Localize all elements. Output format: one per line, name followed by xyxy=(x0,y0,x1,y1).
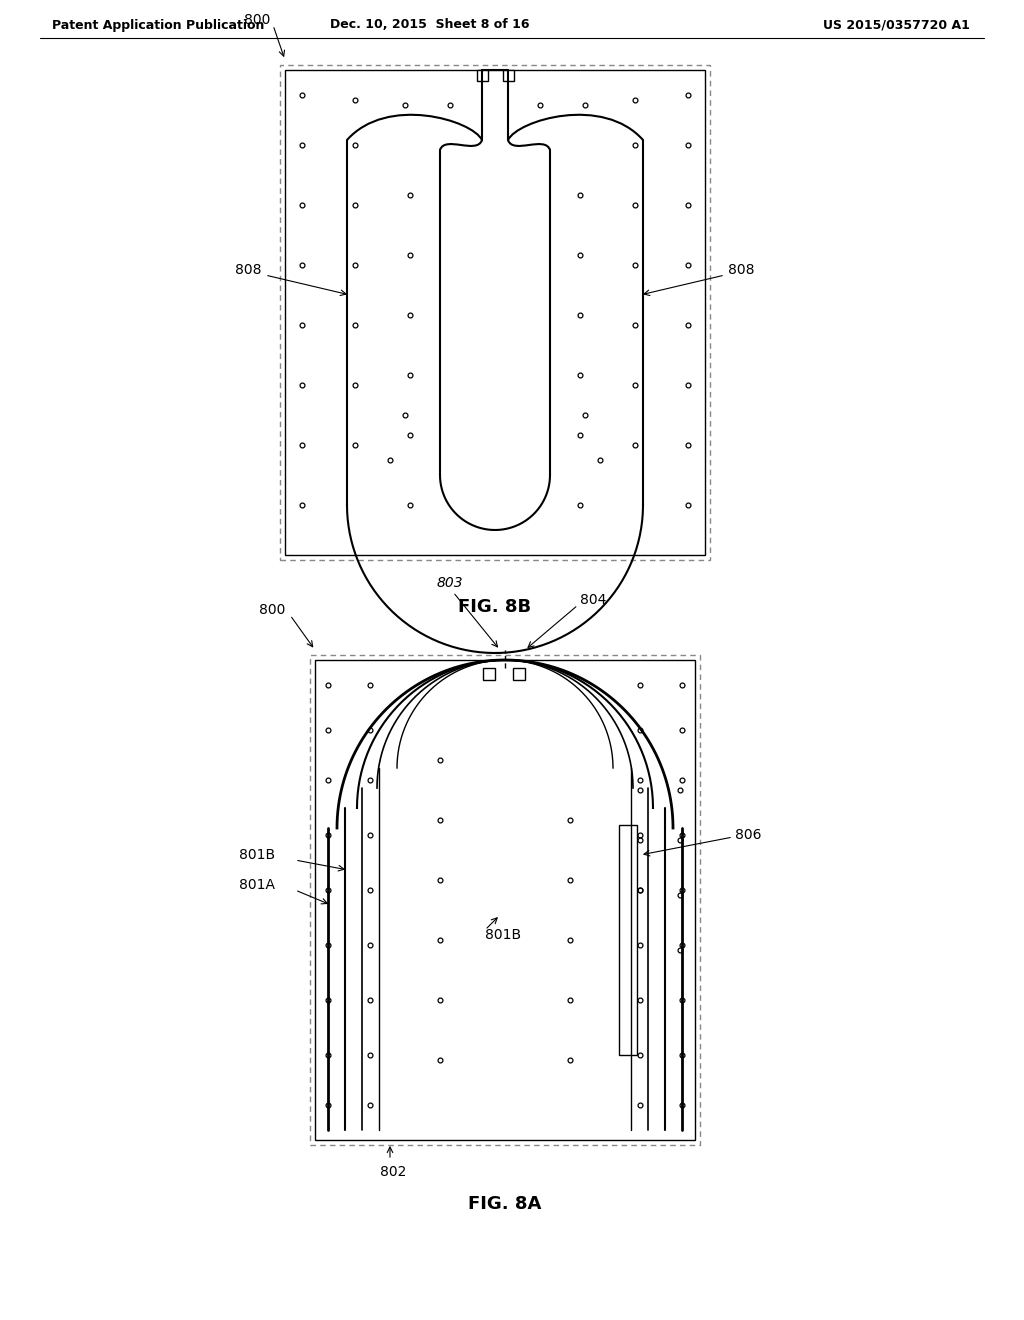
Text: 802: 802 xyxy=(380,1166,407,1179)
Text: 800: 800 xyxy=(244,13,270,26)
Text: US 2015/0357720 A1: US 2015/0357720 A1 xyxy=(823,18,970,32)
Text: 808: 808 xyxy=(728,263,755,277)
Bar xyxy=(618,825,637,1055)
Text: 806: 806 xyxy=(735,828,762,842)
Bar xyxy=(280,65,710,560)
Bar xyxy=(285,70,705,554)
Bar xyxy=(315,660,695,1140)
Bar xyxy=(476,70,487,81)
Text: 801A: 801A xyxy=(239,878,275,892)
Text: 804: 804 xyxy=(580,593,606,607)
Text: Patent Application Publication: Patent Application Publication xyxy=(52,18,264,32)
Bar xyxy=(483,668,495,680)
Text: FIG. 8B: FIG. 8B xyxy=(459,598,531,616)
Text: 803: 803 xyxy=(436,576,463,590)
Bar xyxy=(310,655,700,1144)
Text: 801B: 801B xyxy=(485,928,521,942)
Text: FIG. 8A: FIG. 8A xyxy=(468,1195,542,1213)
Text: 801B: 801B xyxy=(239,847,275,862)
Bar xyxy=(503,70,513,81)
Text: 800: 800 xyxy=(259,603,285,616)
Text: 808: 808 xyxy=(236,263,262,277)
Text: Dec. 10, 2015  Sheet 8 of 16: Dec. 10, 2015 Sheet 8 of 16 xyxy=(331,18,529,32)
Bar xyxy=(513,668,525,680)
